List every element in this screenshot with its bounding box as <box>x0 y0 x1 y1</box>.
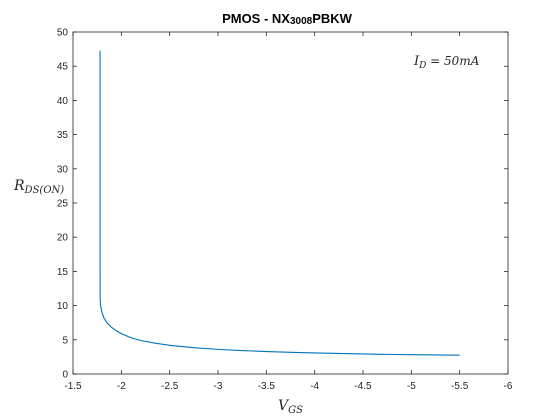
y-tick-label: 50 <box>57 28 69 39</box>
x-tick-label: -1.5 <box>64 381 82 392</box>
chart-title: PMOS - NX3008PBKW <box>222 11 353 27</box>
y-tick-label: 5 <box>62 335 68 346</box>
y-tick-label: 20 <box>57 233 69 244</box>
annotation-sub: D <box>418 61 426 71</box>
x-tick-label: -5.5 <box>451 381 469 392</box>
chart-title-prefix: PMOS - NX <box>222 11 290 26</box>
y-tick-label: 25 <box>57 199 69 210</box>
y-tick-label: 15 <box>57 267 69 278</box>
x-label-sub: GS <box>288 405 303 416</box>
y-tick-label: 35 <box>57 130 69 141</box>
y-label-main: R <box>13 178 25 194</box>
x-tick-label: -2 <box>117 381 126 392</box>
x-axis-ticks: -1.5 -2 -2.5 -3 -3.5 -4 -4.5 -5 -5.5 -6 <box>64 32 513 392</box>
y-tick-label: 0 <box>62 370 68 381</box>
chart-title-sub: 3008 <box>290 16 313 27</box>
y-tick-label: 45 <box>57 62 69 73</box>
x-tick-label: -3 <box>214 381 223 392</box>
chart-title-suffix: PBKW <box>312 11 352 26</box>
plot-series <box>99 50 460 356</box>
x-tick-label: -5 <box>407 381 416 392</box>
x-tick-label: -3.5 <box>258 381 276 392</box>
y-tick-label: 30 <box>57 164 69 175</box>
x-label-main: V <box>278 398 290 414</box>
y-label-sub: DS(ON) <box>24 185 65 196</box>
x-axis-label: VGS <box>278 398 303 416</box>
y-tick-label: 10 <box>57 301 69 312</box>
annotation-main: I <box>413 54 420 69</box>
y-axis-label: RDS(ON) <box>13 178 64 196</box>
x-tick-label: -4 <box>310 381 319 392</box>
current-annotation: ID = 50mA <box>413 54 480 71</box>
y-tick-label: 40 <box>57 96 69 107</box>
annotation-rest: = 50mA <box>426 54 479 68</box>
x-tick-label: -6 <box>504 381 513 392</box>
x-tick-label: -4.5 <box>354 381 372 392</box>
y-axis-ticks: 0 5 10 15 20 25 30 35 40 45 50 <box>57 28 508 381</box>
series-line <box>99 50 460 356</box>
x-tick-label: -2.5 <box>161 381 179 392</box>
